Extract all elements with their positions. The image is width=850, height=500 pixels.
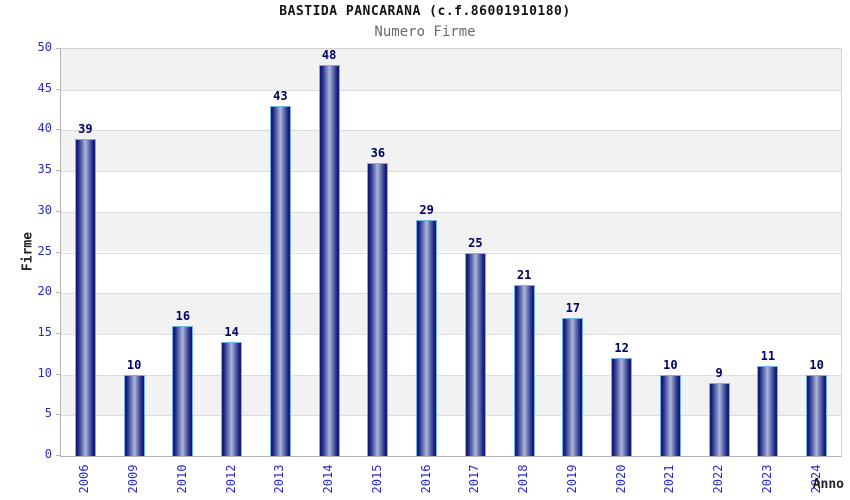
gridline: [61, 374, 841, 376]
bar-2016: [416, 219, 438, 456]
x-tick-label-2016: 2016: [418, 464, 433, 494]
bar-value-label: 21: [516, 268, 532, 283]
gridline: [61, 130, 841, 132]
chart-subtitle: Numero Firme: [374, 24, 476, 40]
bar-value-label: 9: [715, 365, 723, 380]
bar-value-label: 29: [419, 202, 434, 217]
y-tick-mark: [56, 251, 60, 253]
x-tick-label-2006: 2006: [77, 464, 92, 494]
bar-value-label: 10: [663, 357, 678, 372]
gridline: [61, 211, 841, 213]
y-tick-mark: [56, 129, 60, 131]
bar-2023: [757, 366, 779, 456]
y-tick-label: 15: [37, 324, 52, 339]
bar-2020: [611, 358, 633, 456]
bar-value-label: 39: [78, 121, 93, 136]
x-tick-label-2020: 2020: [613, 464, 628, 494]
y-tick-label: 30: [37, 202, 52, 217]
x-tick-label-2019: 2019: [564, 464, 579, 494]
bar-2010: [172, 325, 194, 456]
chart-title: BASTIDA PANCARANA (c.f.86001910180): [279, 4, 571, 19]
y-tick-mark: [56, 170, 60, 172]
bar-value-label: 36: [370, 145, 386, 160]
bar-2019: [562, 317, 584, 456]
y-tick-label: 5: [44, 406, 52, 421]
x-tick-label-2017: 2017: [467, 464, 482, 494]
bar-value-label: 16: [175, 308, 191, 323]
y-tick-label: 0: [44, 447, 52, 461]
bar-value-label: 17: [565, 300, 581, 315]
y-tick-mark: [56, 414, 60, 416]
bar-2009: [123, 374, 145, 456]
y-tick-label: 40: [37, 121, 52, 136]
gridline: [61, 293, 841, 295]
bar-2006: [74, 138, 96, 456]
x-tick-label-2013: 2013: [272, 464, 287, 494]
y-tick-mark: [56, 292, 60, 294]
bar-2024: [806, 374, 828, 456]
x-tick-label-2012: 2012: [223, 464, 238, 494]
y-tick-label: 20: [37, 284, 52, 299]
y-tick-mark: [56, 373, 60, 375]
x-tick-label-2021: 2021: [662, 464, 677, 494]
plot-band: [61, 130, 841, 172]
y-tick-mark: [56, 210, 60, 212]
y-tick-label: 35: [37, 162, 52, 177]
x-tick-label-2022: 2022: [711, 464, 726, 494]
bar-2017: [464, 252, 486, 456]
bar-value-label: 14: [224, 325, 239, 340]
y-tick-mark: [56, 332, 60, 334]
gridline: [61, 252, 841, 254]
plot-band: [61, 89, 841, 131]
bar-value-label: 10: [126, 357, 142, 372]
x-tick-label-2010: 2010: [174, 464, 189, 494]
y-tick-label: 45: [37, 80, 52, 95]
plot-band: [61, 211, 841, 253]
bar-value-label: 10: [809, 357, 824, 372]
plot-area: 39 10 16 14 43 48 36 29 25 21 17 12 10 9 11 10: [60, 48, 842, 457]
x-tick-label-2014: 2014: [321, 464, 336, 494]
bar-2022: [708, 382, 730, 456]
bar-2021: [659, 374, 681, 456]
bar-value-label: 11: [760, 349, 776, 364]
y-tick-mark: [56, 48, 60, 49]
plot-band: [61, 171, 841, 212]
gridline: [61, 415, 841, 417]
x-tick-label-2018: 2018: [516, 464, 531, 494]
gridline: [61, 171, 841, 173]
y-tick-mark: [56, 88, 60, 90]
bar-value-label: 43: [273, 88, 288, 103]
x-axis-label: Anno: [812, 477, 844, 492]
x-tick-label-2023: 2023: [759, 464, 774, 494]
plot-band: [61, 49, 841, 90]
bar-value-label: 25: [468, 235, 483, 250]
y-tick-mark: [56, 455, 60, 456]
bar-2014: [318, 65, 340, 456]
x-tick-label-2015: 2015: [369, 464, 384, 494]
x-tick-label-2009: 2009: [126, 464, 141, 494]
gridline: [61, 89, 841, 91]
bar-value-label: 12: [614, 341, 629, 356]
plot-band: [61, 252, 841, 294]
bar-2013: [269, 105, 291, 456]
bar-2012: [221, 342, 243, 456]
gridline: [61, 333, 841, 335]
y-tick-label: 10: [37, 365, 52, 380]
y-tick-label: 50: [37, 40, 52, 54]
bar-value-label: 48: [321, 48, 337, 63]
bar-2015: [367, 162, 389, 456]
bar-2018: [513, 285, 535, 456]
y-tick-label: 25: [37, 243, 52, 258]
